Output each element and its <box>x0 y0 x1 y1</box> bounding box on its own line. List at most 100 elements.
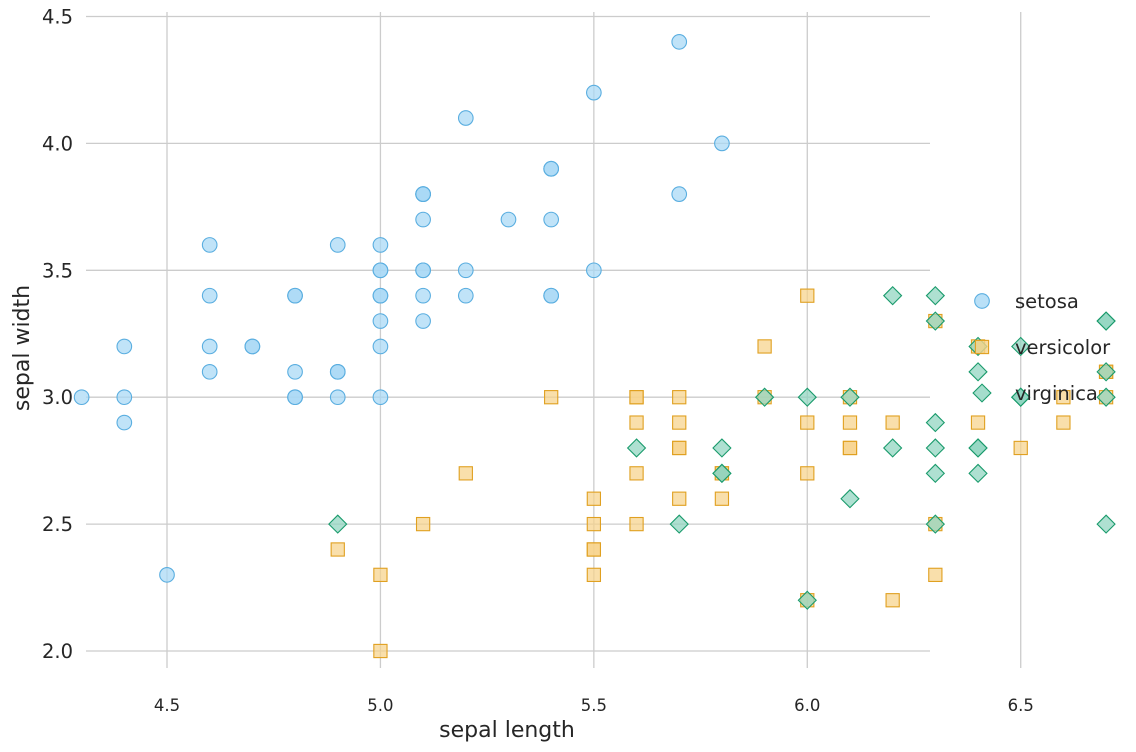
versicolor-point <box>544 390 559 405</box>
setosa-point <box>287 389 303 406</box>
versicolor-point <box>970 415 986 430</box>
versicolor-point <box>629 466 644 481</box>
y-tick-label: 3.5 <box>42 259 73 282</box>
versicolor-point <box>842 415 858 430</box>
setosa-legend-marker <box>974 293 990 309</box>
virginica-point <box>1096 387 1116 407</box>
setosa-point <box>329 237 346 253</box>
virginica-point <box>1011 336 1031 357</box>
setosa-point <box>201 287 218 304</box>
versicolor-point <box>586 567 602 583</box>
virginica-point <box>925 463 946 484</box>
setosa-point <box>457 287 474 304</box>
y-tick-label: 3.0 <box>42 386 73 409</box>
versicolor-point <box>586 491 602 506</box>
versicolor-point <box>629 390 644 405</box>
virginica-point <box>712 463 732 484</box>
versicolor-point <box>586 542 602 557</box>
setosa-point <box>287 287 303 304</box>
setosa-point <box>543 287 560 304</box>
virginica-point <box>712 438 732 458</box>
setosa-point <box>586 84 602 101</box>
legend: setosa versicolor virginica <box>972 290 1111 405</box>
x-tick-label: 5.5 <box>581 696 607 715</box>
data-points <box>73 34 1116 659</box>
legend-item-setosa: setosa <box>974 290 1079 313</box>
versicolor-point <box>672 415 687 430</box>
virginica-legend-marker <box>972 383 992 403</box>
y-tick-label: 2.0 <box>42 640 73 663</box>
y-tick-label: 2.5 <box>42 513 73 536</box>
setosa-point <box>415 186 431 203</box>
versicolor-point <box>586 516 602 532</box>
setosa-point <box>372 287 389 304</box>
virginica-point <box>1096 311 1116 331</box>
x-tick-label: 4.5 <box>154 696 180 715</box>
virginica-point <box>925 286 946 306</box>
versicolor-point <box>373 567 388 583</box>
legend-item-virginica: virginica <box>972 382 1098 405</box>
legend-item-versicolor: versicolor <box>974 336 1111 359</box>
virginica-point <box>882 438 903 458</box>
virginica-point <box>925 311 946 331</box>
versicolor-point <box>928 567 943 583</box>
versicolor-point <box>885 415 900 430</box>
x-tick-label: 6.0 <box>794 696 820 715</box>
setosa-point <box>372 313 389 329</box>
virginica-point <box>840 387 860 407</box>
x-tick-label: 6.5 <box>1008 696 1034 715</box>
virginica-point <box>626 438 647 458</box>
y-tick-label: 4.0 <box>42 132 73 155</box>
virginica-point <box>754 387 775 407</box>
virginica-point <box>925 514 946 534</box>
y-tick-label: 4.5 <box>42 6 73 29</box>
setosa-point <box>714 135 730 152</box>
setosa-point <box>372 262 389 279</box>
versicolor-point <box>800 415 815 430</box>
versicolor-point <box>415 516 431 532</box>
virginica-point <box>840 489 860 509</box>
setosa-point <box>457 262 474 279</box>
legend-label: virginica <box>1015 382 1098 405</box>
versicolor-point <box>800 466 815 481</box>
setosa-point <box>457 110 474 126</box>
virginica-point <box>968 463 988 484</box>
setosa-point <box>201 338 218 355</box>
versicolor-point <box>629 516 644 532</box>
setosa-point <box>415 287 431 304</box>
setosa-point <box>415 313 431 329</box>
versicolor-point <box>1013 440 1028 456</box>
setosa-point <box>73 389 90 406</box>
versicolor-point <box>672 390 687 405</box>
setosa-point <box>116 414 133 431</box>
setosa-point <box>201 363 218 380</box>
versicolor-point <box>757 339 772 354</box>
virginica-point <box>968 438 988 458</box>
versicolor-point <box>714 491 730 506</box>
setosa-point <box>201 237 218 253</box>
versicolor-point <box>1056 415 1071 430</box>
versicolor-point <box>458 466 473 481</box>
virginica-point <box>925 438 946 458</box>
setosa-point <box>116 338 133 355</box>
virginica-point <box>1096 514 1116 534</box>
virginica-point <box>1096 362 1116 382</box>
x-tick-label: 5.0 <box>367 696 393 715</box>
setosa-point <box>116 389 133 406</box>
virginica-point <box>669 514 689 534</box>
versicolor-point <box>373 643 388 659</box>
versicolor-point <box>800 288 815 303</box>
setosa-point <box>329 389 346 406</box>
virginica-point <box>968 362 988 382</box>
virginica-point <box>328 514 348 534</box>
versicolor-point <box>842 440 858 456</box>
setosa-point <box>543 160 560 177</box>
setosa-point <box>671 34 688 50</box>
virginica-point <box>925 412 946 433</box>
virginica-point <box>1011 387 1031 407</box>
versicolor-point <box>330 542 345 557</box>
versicolor-point <box>629 415 644 430</box>
setosa-point <box>287 363 303 380</box>
setosa-point <box>543 211 560 228</box>
setosa-point <box>415 262 431 279</box>
